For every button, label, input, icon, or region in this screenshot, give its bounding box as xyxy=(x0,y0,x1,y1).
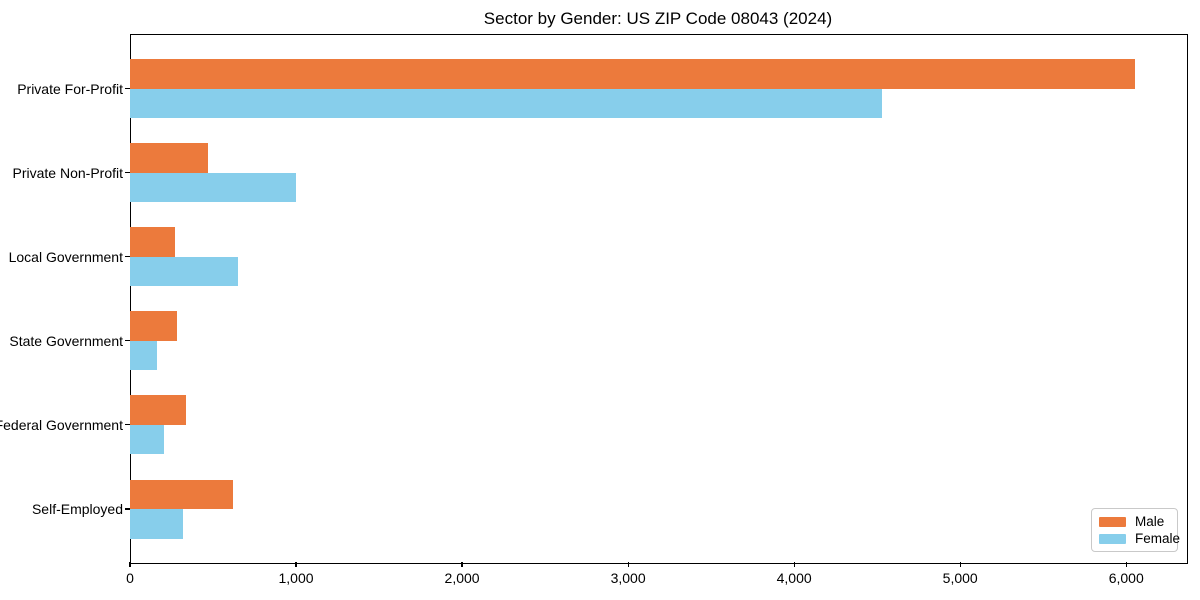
x-tick-mark xyxy=(627,562,629,567)
legend-swatch-male-icon xyxy=(1099,516,1126,527)
bar-male-federal-government xyxy=(130,395,186,425)
bar-male-local-government xyxy=(130,227,175,257)
x-axis-tick-label: 1,000 xyxy=(278,570,314,586)
y-axis-label-self-employed: Self-Employed xyxy=(31,501,123,517)
legend: Male Female xyxy=(1091,508,1180,552)
bar-female-state-government xyxy=(130,340,157,371)
y-axis-label-local-government: Local Government xyxy=(8,248,123,265)
y-tick-mark xyxy=(125,172,130,174)
x-tick-mark xyxy=(1125,562,1127,567)
x-axis-tick-label: 4,000 xyxy=(776,570,812,586)
y-tick-mark xyxy=(125,256,130,258)
legend-item-male: Male xyxy=(1099,514,1170,529)
x-axis-tick-label: 3,000 xyxy=(610,570,646,586)
bar-male-self-employed xyxy=(130,479,233,509)
x-tick-mark xyxy=(129,562,131,567)
y-tick-mark xyxy=(125,508,130,510)
y-tick-mark xyxy=(125,340,130,342)
x-tick-mark xyxy=(959,562,961,567)
bar-female-private-for-profit xyxy=(130,88,883,118)
plot-area xyxy=(130,34,1188,564)
bar-male-private-for-profit xyxy=(130,59,1135,89)
bar-female-local-government xyxy=(130,256,238,287)
x-tick-mark xyxy=(793,562,795,567)
y-axis-label-private-non-profit: Private Non-Profit xyxy=(12,164,123,181)
chart-title: Sector by Gender: US ZIP Code 08043 (202… xyxy=(483,9,833,28)
legend-label-male: Male xyxy=(1135,514,1165,529)
bar-male-state-government xyxy=(130,311,178,341)
x-axis-tick-label: 6,000 xyxy=(1108,570,1144,586)
x-tick-mark xyxy=(461,562,463,567)
y-tick-mark xyxy=(125,87,130,90)
y-axis-label-federal-government: Federal Government xyxy=(0,416,123,433)
y-tick-mark xyxy=(125,424,130,426)
bar-female-federal-government xyxy=(130,424,165,455)
bar-female-private-non-profit xyxy=(130,172,297,203)
legend-swatch-female-icon xyxy=(1099,533,1126,544)
legend-item-female: Female xyxy=(1099,531,1180,546)
y-axis-label-private-for-profit: Private For-Profit xyxy=(17,80,123,97)
legend-label-female: Female xyxy=(1135,531,1181,546)
bar-female-self-employed xyxy=(130,509,184,539)
bar-male-private-non-profit xyxy=(130,143,209,173)
x-axis-tick-label: 0 xyxy=(126,570,134,586)
y-axis-label-state-government: State Government xyxy=(9,332,123,349)
x-tick-mark xyxy=(295,562,297,567)
x-axis-tick-label: 5,000 xyxy=(942,570,978,586)
x-axis-tick-label: 2,000 xyxy=(444,570,480,586)
